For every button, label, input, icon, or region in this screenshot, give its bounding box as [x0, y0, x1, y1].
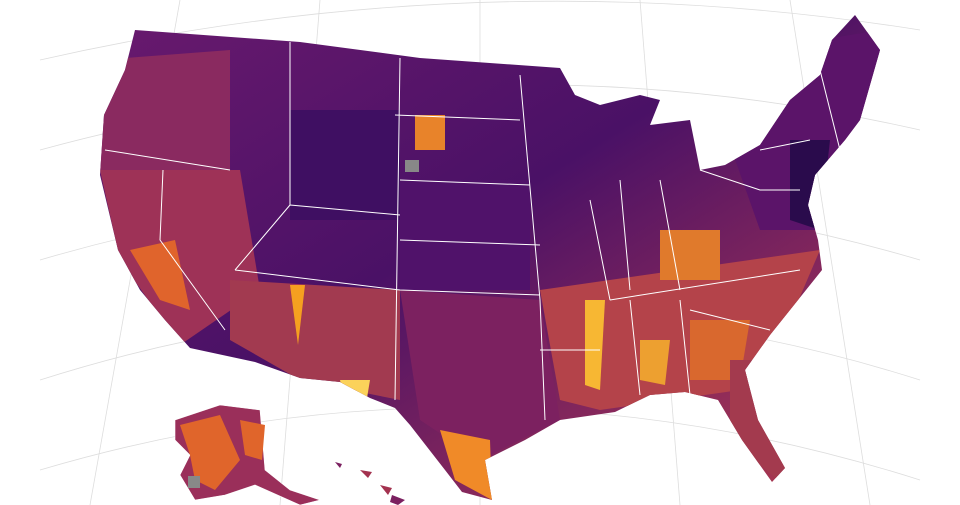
no-data [405, 160, 419, 172]
contiguous-us [100, 15, 880, 500]
region [415, 115, 445, 150]
region [730, 360, 790, 490]
region [100, 50, 230, 170]
region [585, 300, 605, 390]
alaska [174, 404, 322, 505]
region [440, 430, 492, 500]
region [400, 180, 530, 290]
region [640, 340, 670, 385]
region [400, 290, 560, 460]
state-borders [104, 42, 841, 421]
region [290, 285, 305, 345]
region [290, 110, 400, 220]
region [230, 280, 400, 400]
hawaii [335, 462, 405, 505]
region [130, 240, 190, 310]
region [660, 230, 720, 280]
region [100, 170, 260, 345]
region [340, 380, 370, 410]
